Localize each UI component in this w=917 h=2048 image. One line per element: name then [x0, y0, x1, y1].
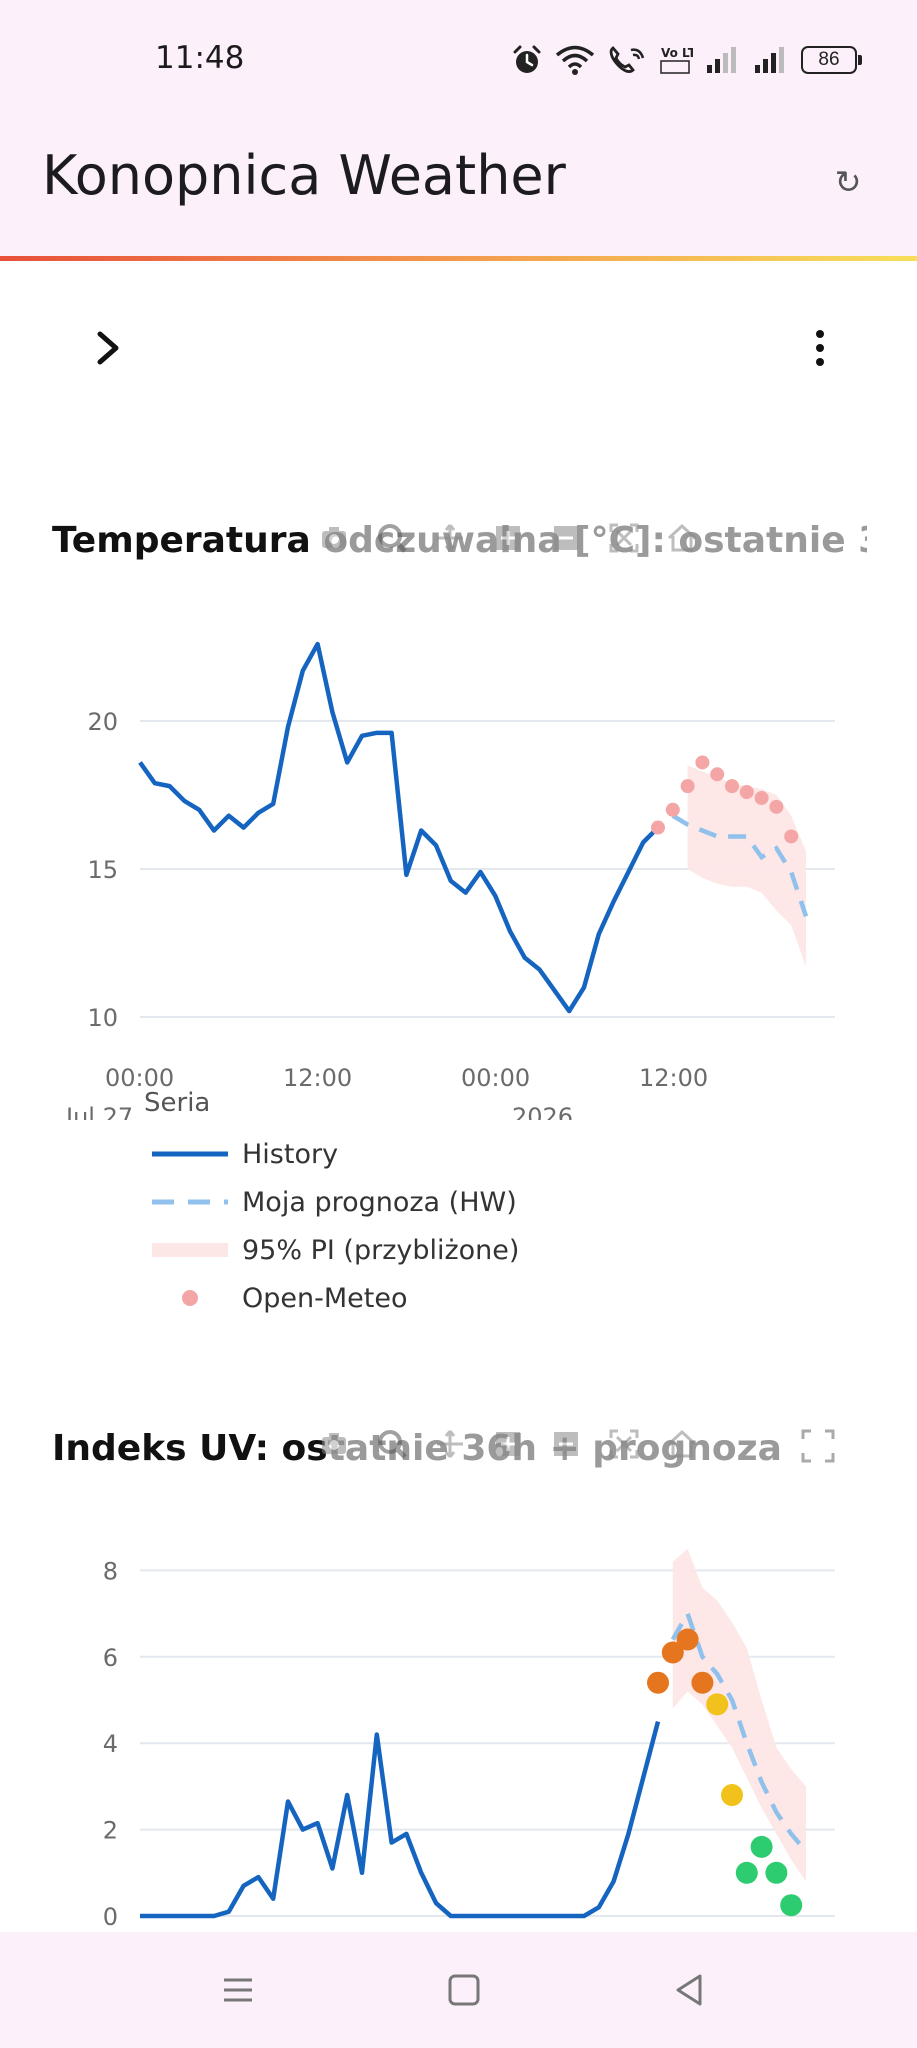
uv-chart-title-bold: Indeks UV: os	[52, 1428, 328, 1469]
forecast-line	[670, 1608, 808, 1853]
home-square-icon[interactable]	[442, 1968, 486, 2012]
open-meteo-point	[691, 1671, 714, 1694]
open-meteo-point	[665, 802, 680, 817]
x-sublabel: 2026	[512, 1103, 573, 1120]
menu-icon[interactable]	[216, 1968, 260, 2012]
wifi-icon	[555, 45, 595, 75]
alarm-icon	[513, 45, 541, 73]
x-tick-label: 00:00	[105, 1064, 174, 1092]
camera-icon[interactable]	[316, 1426, 352, 1462]
back-triangle-icon[interactable]	[668, 1968, 712, 2012]
uv-chart[interactable]: 0 2 4 6 8	[0, 1530, 917, 1932]
x-tick-label: 12:00	[639, 1064, 708, 1092]
zoom-in-icon[interactable]	[490, 520, 526, 556]
wifi-call-icon	[609, 46, 645, 73]
refresh-icon[interactable]: ↻	[834, 164, 862, 200]
open-meteo-point	[721, 1784, 743, 1807]
battery-icon: 86	[801, 46, 862, 74]
open-meteo-point	[739, 785, 754, 800]
pan-icon[interactable]	[432, 1426, 468, 1462]
history-line	[138, 641, 660, 1014]
app-bar: Konopnica Weather ↻	[0, 110, 917, 256]
legend-label: Open-Meteo	[242, 1282, 408, 1314]
open-meteo-point	[765, 1861, 788, 1884]
legend-label: 95% PI (przybliżone)	[242, 1234, 520, 1266]
open-meteo-point	[661, 1641, 684, 1664]
open-meteo-point	[750, 1835, 773, 1858]
open-meteo-point	[780, 1894, 803, 1917]
legend-item-pi[interactable]: 95% PI (przybliżone)	[150, 1226, 519, 1274]
y-tick-label: 20	[87, 708, 118, 736]
y-tick-label: 10	[87, 1004, 118, 1032]
open-meteo-point	[710, 767, 725, 782]
pi-band	[672, 1548, 806, 1882]
pi-band	[687, 765, 806, 967]
legend-item-forecast[interactable]: Moja prognoza (HW)	[150, 1178, 519, 1226]
pan-icon[interactable]	[432, 520, 468, 556]
zoom-out-icon[interactable]	[548, 1426, 584, 1462]
volte-icon: Vo LTE	[660, 46, 693, 74]
open-meteo-point	[676, 1628, 699, 1651]
legend-label: History	[242, 1138, 339, 1170]
legend-title: Seria	[144, 1088, 211, 1118]
y-tick-label: 6	[103, 1644, 118, 1672]
y-tick-label: 0	[103, 1903, 118, 1931]
zoom-icon[interactable]	[374, 1426, 410, 1462]
x-tick-label: 00:00	[461, 1064, 530, 1092]
zoom-icon[interactable]	[374, 520, 410, 556]
temp-chart-title-bold: Temperatura	[52, 520, 311, 561]
history-line	[140, 1721, 661, 1919]
open-meteo-point	[706, 1693, 729, 1716]
open-meteo-point	[695, 755, 710, 770]
autoscale-icon[interactable]	[606, 520, 642, 556]
system-nav-bar	[0, 1932, 917, 2048]
main-menu-kebab-icon[interactable]	[808, 326, 832, 370]
signal-icon	[707, 47, 736, 73]
zoom-out-icon[interactable]	[548, 520, 584, 556]
legend-label: Moja prognoza (HW)	[242, 1186, 517, 1218]
legend-item-open-meteo[interactable]: Open-Meteo	[150, 1274, 519, 1322]
open-meteo-point	[754, 790, 769, 805]
open-meteo-point	[651, 820, 665, 835]
temp-chart[interactable]: 10 15 20 00:00 12:00 00:00 12:00 Jul 27 20…	[0, 620, 917, 1120]
open-meteo-point	[647, 1671, 669, 1694]
status-bar: 11:48 Vo LTE	[0, 0, 917, 110]
status-time: 11:48	[155, 40, 245, 76]
autoscale-icon[interactable]	[606, 1426, 642, 1462]
forecast-line	[671, 813, 809, 918]
y-tick-label: 4	[103, 1730, 118, 1758]
sidebar-expand-chevron-icon[interactable]	[88, 326, 128, 370]
volte-label-vo: Vo LTE	[661, 46, 693, 60]
y-tick-label: 2	[103, 1817, 118, 1845]
y-tick-label: 8	[103, 1557, 118, 1585]
zoom-in-icon[interactable]	[490, 1426, 526, 1462]
open-meteo-point	[725, 779, 739, 794]
temp-chart-title: Temperatura odczuwalna [°C]: ostatnie 36…	[52, 520, 867, 561]
open-meteo-point	[680, 779, 695, 794]
temp-chart-title-faded: odczuwalna [°C]: ostatnie 36h +	[323, 520, 867, 561]
open-meteo-point	[769, 799, 784, 814]
y-tick-label: 15	[87, 856, 118, 884]
legend-item-history[interactable]: History	[150, 1130, 519, 1178]
reset-home-icon[interactable]	[664, 1426, 700, 1462]
app-title: Konopnica Weather	[42, 144, 566, 207]
x-tick-label: 12:00	[283, 1064, 352, 1092]
x-sublabel: Jul 27	[64, 1103, 133, 1120]
uv-chart-toolbar	[316, 1420, 700, 1468]
temp-chart-toolbar	[316, 514, 700, 562]
reset-home-icon[interactable]	[664, 520, 700, 556]
accent-divider	[0, 256, 917, 261]
legend: History Moja prognoza (HW) 95% PI (przyb…	[150, 1130, 519, 1322]
camera-icon[interactable]	[316, 520, 352, 556]
signal-icon	[755, 47, 784, 73]
open-meteo-point	[735, 1861, 758, 1884]
status-icons: Vo LTE 86	[511, 40, 862, 80]
fullscreen-icon[interactable]	[800, 1428, 836, 1464]
open-meteo-point	[784, 829, 799, 844]
